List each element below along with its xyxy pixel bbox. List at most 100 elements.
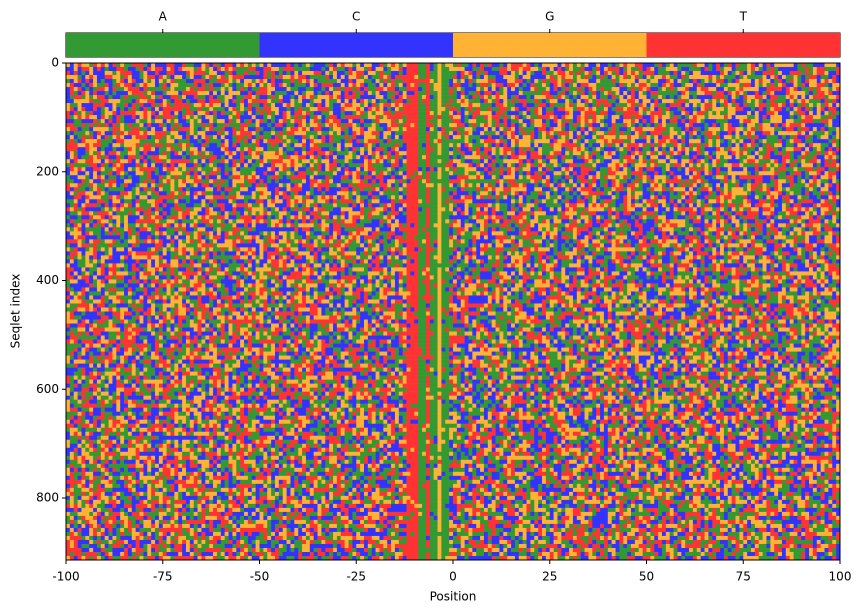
cell xyxy=(112,163,117,168)
motif-cell xyxy=(418,63,423,68)
cell xyxy=(569,167,574,172)
cell xyxy=(665,119,671,124)
cell xyxy=(623,167,628,172)
motif-cell xyxy=(425,99,431,104)
cell xyxy=(73,107,78,112)
cell xyxy=(743,83,752,88)
cell xyxy=(255,63,260,68)
cell xyxy=(201,167,214,172)
cell xyxy=(309,191,314,196)
cell xyxy=(232,83,237,88)
cell xyxy=(189,103,195,108)
cell xyxy=(143,111,148,116)
cell xyxy=(623,183,628,188)
cell xyxy=(406,87,411,92)
cell xyxy=(596,147,601,152)
cell xyxy=(661,179,667,184)
cell xyxy=(100,131,105,136)
cell xyxy=(282,131,287,136)
cell xyxy=(360,91,365,96)
cell xyxy=(193,67,198,72)
cell xyxy=(491,99,496,104)
cell xyxy=(201,115,206,120)
cell xyxy=(232,187,241,192)
cell xyxy=(379,159,384,164)
cell xyxy=(739,87,744,92)
cell xyxy=(93,63,98,68)
cell xyxy=(557,87,562,92)
cell xyxy=(785,103,790,108)
cell xyxy=(282,139,287,144)
cell xyxy=(627,159,636,164)
cell xyxy=(216,123,225,128)
cell xyxy=(472,111,481,116)
cell xyxy=(69,155,75,160)
motif-cell xyxy=(429,107,434,112)
cell xyxy=(770,163,775,168)
cell xyxy=(689,91,698,96)
cell xyxy=(685,83,694,88)
cell xyxy=(162,99,167,104)
cell xyxy=(391,63,396,68)
cell xyxy=(456,191,469,196)
cell xyxy=(801,87,810,92)
cell xyxy=(739,71,744,76)
cell xyxy=(305,95,311,100)
motif-cell xyxy=(410,79,415,84)
cell xyxy=(785,119,794,124)
cell xyxy=(282,67,295,72)
cell xyxy=(271,111,276,116)
motif-cell xyxy=(422,115,427,120)
cell xyxy=(483,115,489,120)
cell xyxy=(542,99,547,104)
cell xyxy=(781,187,787,192)
cell xyxy=(201,183,210,188)
cell xyxy=(526,147,531,152)
cell xyxy=(468,79,473,84)
cell xyxy=(309,147,322,152)
cell xyxy=(391,95,396,100)
cell xyxy=(251,111,256,116)
cell xyxy=(220,187,225,192)
cell xyxy=(646,87,651,92)
cell xyxy=(762,63,767,68)
cell xyxy=(147,123,152,128)
cell xyxy=(569,71,574,76)
cell xyxy=(665,155,671,160)
cell xyxy=(170,183,175,188)
cell xyxy=(278,147,284,152)
motif-cell xyxy=(445,143,450,148)
cell xyxy=(220,127,225,132)
cell xyxy=(584,147,589,152)
cell xyxy=(147,159,152,164)
cell xyxy=(317,91,322,96)
cell xyxy=(197,183,202,188)
cell xyxy=(747,115,756,120)
cell xyxy=(305,147,311,152)
cell xyxy=(824,103,829,108)
cell xyxy=(201,119,210,124)
cell xyxy=(348,191,353,196)
cell xyxy=(325,123,330,128)
cell xyxy=(716,83,721,88)
cell xyxy=(131,63,144,68)
cell xyxy=(816,147,821,152)
cell xyxy=(329,71,334,76)
cell xyxy=(658,147,663,152)
cell xyxy=(565,135,570,140)
cell xyxy=(116,79,121,84)
cell xyxy=(491,127,496,132)
cell xyxy=(650,139,655,144)
cell xyxy=(545,67,551,72)
cell xyxy=(720,67,725,72)
cell xyxy=(809,131,814,136)
cell xyxy=(460,87,465,92)
cell xyxy=(294,167,299,172)
cell xyxy=(646,159,651,164)
cell xyxy=(356,155,361,160)
cell xyxy=(522,63,527,68)
cell xyxy=(572,115,578,120)
cell xyxy=(127,183,136,188)
cell xyxy=(661,75,667,80)
cell xyxy=(472,163,477,168)
